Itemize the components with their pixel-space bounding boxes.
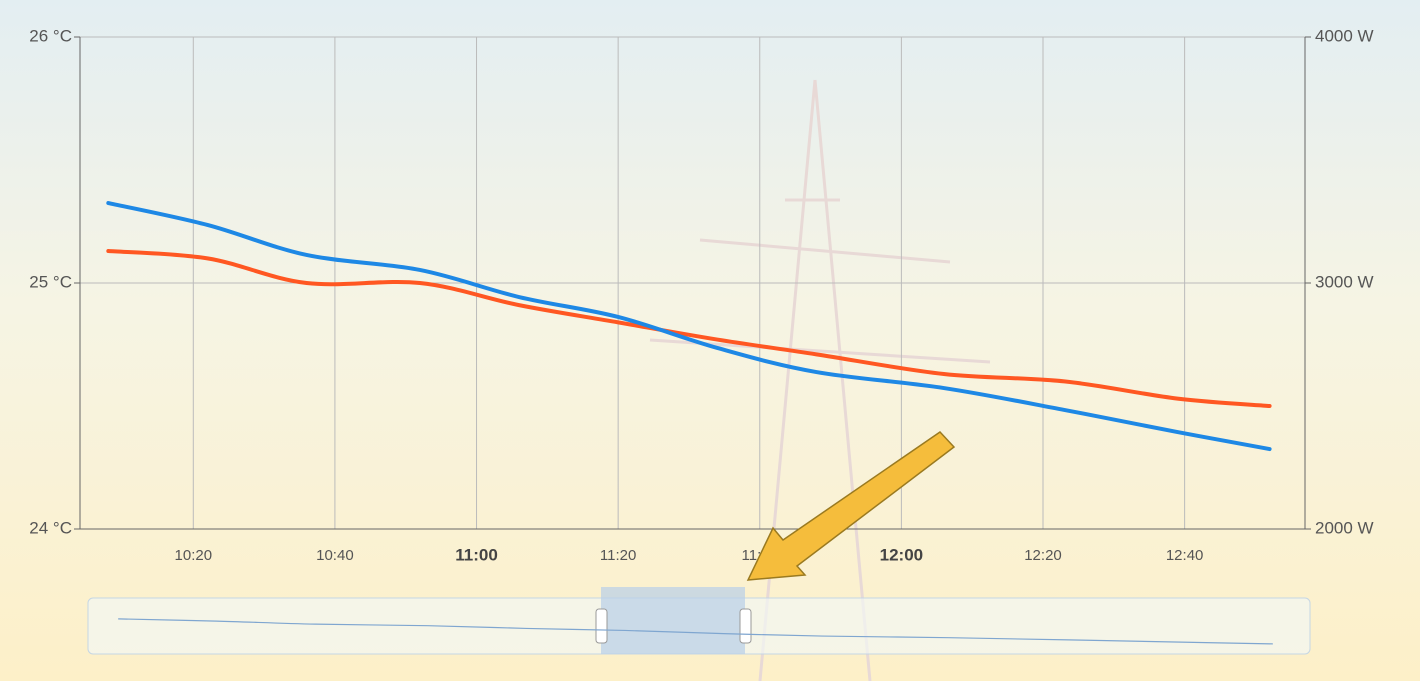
y2-tick-label: 3000 W [1315, 272, 1374, 291]
x-tick-label: 12:40 [1166, 547, 1204, 564]
x-tick-label: 12:00 [880, 545, 923, 564]
background [0, 0, 1420, 681]
y2-tick-label: 4000 W [1315, 26, 1374, 45]
chart: 10:2010:4011:0011:2011:4012:0012:2012:40… [0, 0, 1420, 681]
x-tick-label: 11:00 [455, 545, 498, 564]
navigator-handle[interactable] [740, 609, 751, 643]
y2-tick-label: 2000 W [1315, 518, 1374, 537]
x-tick-label: 12:20 [1024, 547, 1062, 564]
x-tick-label: 10:40 [316, 547, 354, 564]
navigator-window[interactable] [601, 587, 745, 654]
y-tick-label: 24 °C [29, 518, 72, 537]
x-tick-label: 11:20 [600, 547, 636, 564]
navigator-handle[interactable] [596, 609, 607, 643]
x-tick-label: 10:20 [175, 547, 213, 564]
y-tick-label: 26 °C [29, 26, 72, 45]
y-tick-label: 25 °C [29, 272, 72, 291]
